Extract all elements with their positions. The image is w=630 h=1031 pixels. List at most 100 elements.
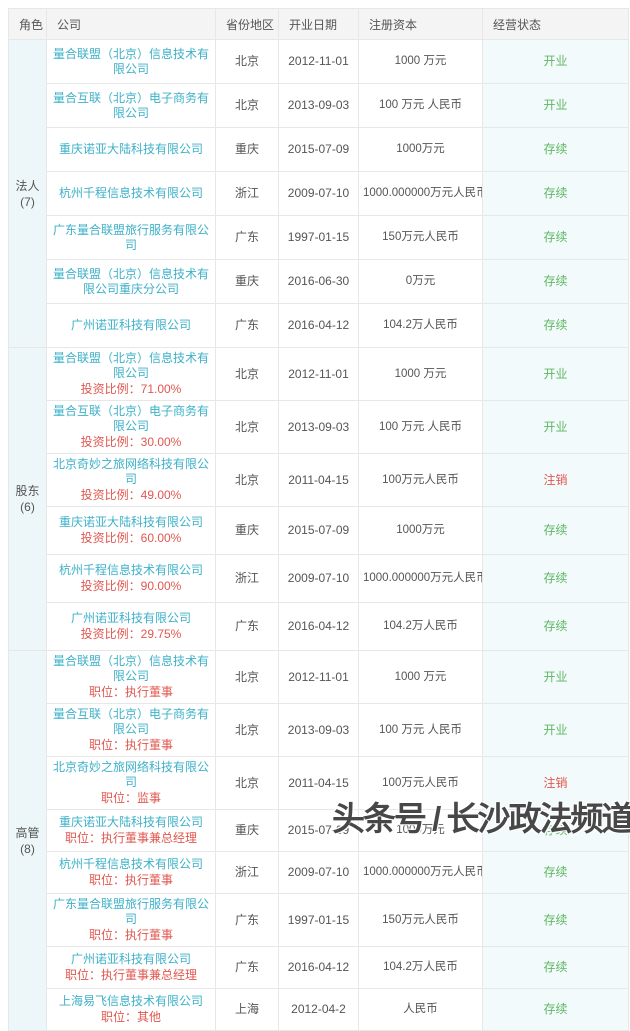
status-badge: 存续	[482, 946, 629, 989]
company-link[interactable]: 重庆诺亚大陆科技有限公司	[58, 142, 203, 156]
province-cell: 广东	[215, 215, 279, 260]
status-badge: 开业	[482, 83, 629, 128]
capital-cell: 1000万元	[358, 809, 483, 852]
open-date-cell: 1997-01-15	[278, 215, 359, 260]
company-link[interactable]: 重庆诺亚大陆科技有限公司	[58, 515, 203, 529]
open-date-cell: 2016-04-12	[278, 303, 359, 348]
status-badge: 存续	[482, 259, 629, 304]
company-cell: 量合互联（北京）电子商务有限公司	[46, 83, 216, 128]
province-cell: 北京	[215, 347, 279, 401]
table-row: 重庆诺亚大陆科技有限公司 职位：执行董事兼总经理 重庆 2015-07-09 10…	[9, 809, 629, 852]
capital-cell: 100 万元 人民币	[358, 83, 483, 128]
company-link[interactable]: 广州诺亚科技有限公司	[70, 318, 191, 332]
company-link[interactable]: 杭州千程信息技术有限公司	[58, 857, 203, 871]
role-cell-executive: 高管 (8)	[8, 650, 47, 1031]
company-link[interactable]: 量合联盟（北京）信息技术有限公司	[52, 351, 209, 380]
company-link[interactable]: 北京奇妙之旅网络科技有限公司	[52, 457, 209, 486]
company-link[interactable]: 广东量合联盟旅行服务有限公司	[52, 897, 209, 926]
capital-cell: 1000万元	[358, 506, 483, 555]
table-row: 广州诺亚科技有限公司 广东 2016-04-12 104.2万人民币 存续	[9, 303, 629, 348]
company-link[interactable]: 量合互联（北京）电子商务有限公司	[52, 707, 209, 736]
open-date-cell: 2015-07-09	[278, 127, 359, 172]
status-badge: 开业	[482, 400, 629, 454]
capital-cell: 100 万元 人民币	[358, 703, 483, 757]
company-cell: 广州诺亚科技有限公司 投资比例：29.75%	[46, 602, 216, 651]
province-cell: 上海	[215, 988, 279, 1031]
company-cell: 广东量合联盟旅行服务有限公司 职位：执行董事	[46, 893, 216, 947]
open-date-cell: 2012-11-01	[278, 39, 359, 84]
position-label: 职位：执行董事兼总经理	[64, 968, 197, 982]
open-date-cell: 2011-04-15	[278, 453, 359, 507]
status-badge: 注销	[482, 453, 629, 507]
province-cell: 北京	[215, 400, 279, 454]
invest-ratio-label: 投资比例：29.75%	[80, 627, 182, 641]
position-label: 职位：执行董事	[88, 738, 173, 752]
company-cell: 北京奇妙之旅网络科技有限公司职位：监事	[46, 756, 216, 810]
status-badge: 存续	[482, 506, 629, 555]
company-cell: 重庆诺亚大陆科技有限公司 投资比例：60.00%	[46, 506, 216, 555]
company-link[interactable]: 广州诺亚科技有限公司	[70, 952, 191, 966]
company-link[interactable]: 量合互联（北京）电子商务有限公司	[52, 404, 209, 433]
header-row: 角色 公司 省份地区 开业日期 注册资本 经营状态	[8, 8, 629, 40]
province-cell: 重庆	[215, 809, 279, 852]
position-label: 职位：监事	[100, 791, 161, 805]
province-cell: 广东	[215, 893, 279, 947]
open-date-cell: 1997-01-15	[278, 893, 359, 947]
capital-cell: 1000 万元	[358, 650, 483, 704]
open-date-cell: 2016-04-12	[278, 946, 359, 989]
capital-cell: 100万元人民币	[358, 453, 483, 507]
position-label: 职位：执行董事兼总经理	[64, 831, 197, 845]
company-cell: 杭州千程信息技术有限公司	[46, 171, 216, 216]
company-relations-table: 角色 公司 省份地区 开业日期 注册资本 经营状态 法人 (7) 量合联盟（北京…	[8, 8, 629, 1031]
province-cell: 北京	[215, 39, 279, 84]
province-cell: 重庆	[215, 127, 279, 172]
table-row: 广州诺亚科技有限公司 投资比例：29.75% 广东 2016-04-12 104.…	[9, 602, 629, 651]
position-label: 职位：其他	[100, 1010, 161, 1024]
table-row: 高管 (8) 量合联盟（北京）信息技术有限公司 职位：执行董事 北京 2012-1…	[8, 650, 629, 1031]
toutiao-watermark: 头条号 / 长沙政法频道	[332, 800, 630, 837]
role-label: 高管	[15, 825, 40, 840]
open-date-cell: 2013-09-03	[278, 400, 359, 454]
company-link[interactable]: 重庆诺亚大陆科技有限公司	[58, 815, 203, 829]
capital-cell: 人民币	[358, 988, 483, 1031]
open-date-cell: 2013-09-03	[278, 703, 359, 757]
table-row: 北京奇妙之旅网络科技有限公司 职位：监事 北京 2011-04-15 100万元人…	[9, 756, 629, 810]
company-link[interactable]: 杭州千程信息技术有限公司	[58, 186, 203, 200]
capital-cell: 104.2万人民币	[358, 303, 483, 348]
province-cell: 广东	[215, 946, 279, 989]
capital-cell: 150万元人民币	[358, 215, 483, 260]
province-cell: 北京	[215, 453, 279, 507]
company-link[interactable]: 上海易飞信息技术有限公司	[58, 994, 203, 1008]
province-cell: 浙江	[215, 554, 279, 603]
province-cell: 重庆	[215, 259, 279, 304]
company-cell: 上海易飞信息技术有限公司 职位：其他	[46, 988, 216, 1031]
table-row: 股东 (6) 量合联盟（北京）信息技术有限公司 投资比例：71.00% 北京 20…	[8, 347, 629, 651]
status-badge: 存续	[482, 171, 629, 216]
role-count: (7)	[20, 194, 35, 209]
table-row: 广东量合联盟旅行服务有限公司 广东 1997-01-15 150万元人民币 存续	[9, 215, 629, 260]
province-cell: 北京	[215, 83, 279, 128]
company-link[interactable]: 量合互联（北京）电子商务有限公司	[52, 90, 209, 120]
company-link[interactable]: 量合联盟（北京）信息技术有限公司	[52, 654, 209, 683]
header-cell-status: 经营状态	[482, 8, 629, 40]
header-cell-open-date: 开业日期	[278, 8, 359, 40]
company-link[interactable]: 杭州千程信息技术有限公司	[58, 563, 203, 577]
company-link[interactable]: 北京奇妙之旅网络科技有限公司	[52, 760, 209, 789]
capital-cell: 1000 万元	[358, 39, 483, 84]
company-link[interactable]: 量合联盟（北京）信息技术有限公司	[52, 46, 209, 76]
company-link[interactable]: 量合联盟（北京）信息技术有限公司重庆分公司	[52, 266, 209, 296]
position-label: 职位：执行董事	[88, 873, 173, 887]
company-cell: 量合联盟（北京）信息技术有限公司投资比例：71.00%	[46, 347, 216, 401]
open-date-cell: 2012-11-01	[278, 347, 359, 401]
company-link[interactable]: 广东量合联盟旅行服务有限公司	[52, 222, 209, 252]
invest-ratio-label: 投资比例：71.00%	[80, 382, 182, 396]
open-date-cell: 2012-04-2	[278, 988, 359, 1031]
company-cell: 重庆诺亚大陆科技有限公司 职位：执行董事兼总经理	[46, 809, 216, 852]
company-cell: 量合互联（北京）电子商务有限公司 投资比例：30.00%	[46, 400, 216, 454]
table-row: 量合互联（北京）电子商务有限公司 北京 2013-09-03 100 万元 人民…	[9, 83, 629, 128]
table-row: 北京奇妙之旅网络科技有限公司 投资比例：49.00% 北京 2011-04-15 …	[9, 453, 629, 507]
table-row: 量合互联（北京）电子商务有限公司 投资比例：30.00% 北京 2013-09-0…	[9, 400, 629, 454]
company-link[interactable]: 广州诺亚科技有限公司	[70, 611, 191, 625]
open-date-cell: 2009-07-10	[278, 554, 359, 603]
company-cell: 量合互联（北京）电子商务有限公司职位：执行董事	[46, 703, 216, 757]
